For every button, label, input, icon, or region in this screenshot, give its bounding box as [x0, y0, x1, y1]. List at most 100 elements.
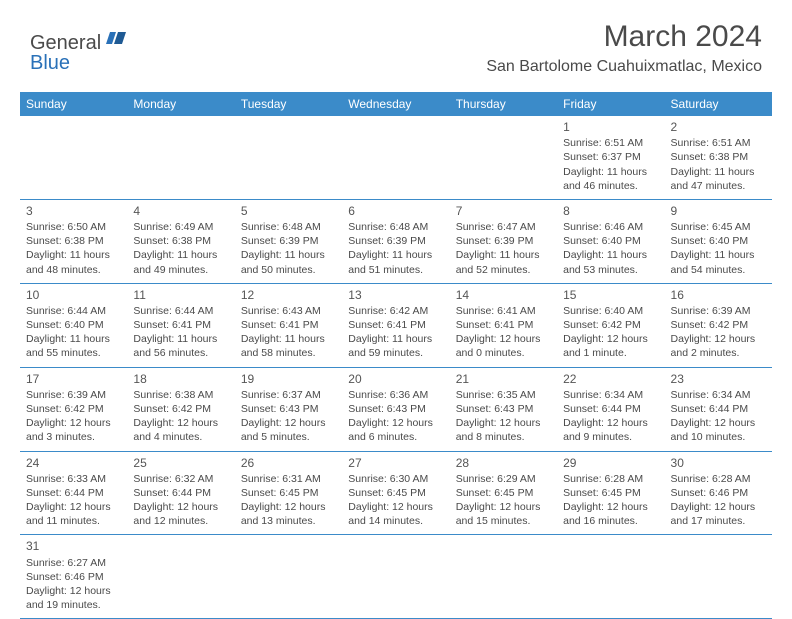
calendar-row: 1Sunrise: 6:51 AMSunset: 6:37 PMDaylight… — [20, 116, 772, 199]
daylight-text: Daylight: 11 hours and 54 minutes. — [671, 248, 766, 276]
month-title: March 2024 — [486, 20, 762, 54]
calendar-cell: 1Sunrise: 6:51 AMSunset: 6:37 PMDaylight… — [557, 116, 664, 199]
calendar-cell — [342, 116, 449, 199]
day-number: 25 — [133, 455, 228, 471]
sunset-text: Sunset: 6:37 PM — [563, 150, 658, 164]
calendar-cell: 30Sunrise: 6:28 AMSunset: 6:46 PMDayligh… — [665, 451, 772, 535]
calendar-cell: 29Sunrise: 6:28 AMSunset: 6:45 PMDayligh… — [557, 451, 664, 535]
daylight-text: Daylight: 12 hours and 16 minutes. — [563, 500, 658, 528]
calendar-cell: 26Sunrise: 6:31 AMSunset: 6:45 PMDayligh… — [235, 451, 342, 535]
sunset-text: Sunset: 6:42 PM — [563, 318, 658, 332]
sunrise-text: Sunrise: 6:44 AM — [133, 304, 228, 318]
day-number: 5 — [241, 203, 336, 219]
day-number: 2 — [671, 119, 766, 135]
daylight-text: Daylight: 12 hours and 1 minute. — [563, 332, 658, 360]
calendar-cell: 13Sunrise: 6:42 AMSunset: 6:41 PMDayligh… — [342, 283, 449, 367]
sunrise-text: Sunrise: 6:44 AM — [26, 304, 121, 318]
calendar-cell: 22Sunrise: 6:34 AMSunset: 6:44 PMDayligh… — [557, 367, 664, 451]
day-number: 21 — [456, 371, 551, 387]
calendar-cell: 18Sunrise: 6:38 AMSunset: 6:42 PMDayligh… — [127, 367, 234, 451]
daylight-text: Daylight: 12 hours and 12 minutes. — [133, 500, 228, 528]
flag-icon — [106, 30, 128, 51]
calendar-cell: 10Sunrise: 6:44 AMSunset: 6:40 PMDayligh… — [20, 283, 127, 367]
sunset-text: Sunset: 6:40 PM — [563, 234, 658, 248]
daylight-text: Daylight: 12 hours and 19 minutes. — [26, 584, 121, 612]
sunset-text: Sunset: 6:45 PM — [241, 486, 336, 500]
sunrise-text: Sunrise: 6:46 AM — [563, 220, 658, 234]
sunrise-text: Sunrise: 6:50 AM — [26, 220, 121, 234]
weekday-header: Sunday — [20, 92, 127, 116]
sunset-text: Sunset: 6:42 PM — [671, 318, 766, 332]
weekday-header: Friday — [557, 92, 664, 116]
calendar-cell — [235, 535, 342, 619]
weekday-header: Thursday — [450, 92, 557, 116]
daylight-text: Daylight: 12 hours and 14 minutes. — [348, 500, 443, 528]
sunrise-text: Sunrise: 6:29 AM — [456, 472, 551, 486]
day-number: 4 — [133, 203, 228, 219]
sunset-text: Sunset: 6:39 PM — [348, 234, 443, 248]
sunset-text: Sunset: 6:42 PM — [133, 402, 228, 416]
day-number: 22 — [563, 371, 658, 387]
sunset-text: Sunset: 6:43 PM — [241, 402, 336, 416]
calendar-cell: 3Sunrise: 6:50 AMSunset: 6:38 PMDaylight… — [20, 199, 127, 283]
day-number: 12 — [241, 287, 336, 303]
daylight-text: Daylight: 11 hours and 58 minutes. — [241, 332, 336, 360]
day-number: 11 — [133, 287, 228, 303]
daylight-text: Daylight: 11 hours and 55 minutes. — [26, 332, 121, 360]
day-number: 10 — [26, 287, 121, 303]
sunrise-text: Sunrise: 6:36 AM — [348, 388, 443, 402]
calendar-cell: 28Sunrise: 6:29 AMSunset: 6:45 PMDayligh… — [450, 451, 557, 535]
calendar-cell: 12Sunrise: 6:43 AMSunset: 6:41 PMDayligh… — [235, 283, 342, 367]
sunrise-text: Sunrise: 6:34 AM — [563, 388, 658, 402]
calendar-cell — [127, 116, 234, 199]
sunset-text: Sunset: 6:38 PM — [26, 234, 121, 248]
daylight-text: Daylight: 12 hours and 11 minutes. — [26, 500, 121, 528]
sunrise-text: Sunrise: 6:38 AM — [133, 388, 228, 402]
sunrise-text: Sunrise: 6:35 AM — [456, 388, 551, 402]
calendar-cell: 15Sunrise: 6:40 AMSunset: 6:42 PMDayligh… — [557, 283, 664, 367]
day-number: 9 — [671, 203, 766, 219]
sunrise-text: Sunrise: 6:39 AM — [671, 304, 766, 318]
day-number: 8 — [563, 203, 658, 219]
calendar-cell — [665, 535, 772, 619]
calendar-cell: 14Sunrise: 6:41 AMSunset: 6:41 PMDayligh… — [450, 283, 557, 367]
calendar-cell: 20Sunrise: 6:36 AMSunset: 6:43 PMDayligh… — [342, 367, 449, 451]
sunrise-text: Sunrise: 6:43 AM — [241, 304, 336, 318]
daylight-text: Daylight: 11 hours and 59 minutes. — [348, 332, 443, 360]
daylight-text: Daylight: 12 hours and 6 minutes. — [348, 416, 443, 444]
daylight-text: Daylight: 11 hours and 56 minutes. — [133, 332, 228, 360]
calendar-cell — [20, 116, 127, 199]
sunrise-text: Sunrise: 6:51 AM — [563, 136, 658, 150]
calendar-cell: 8Sunrise: 6:46 AMSunset: 6:40 PMDaylight… — [557, 199, 664, 283]
calendar-cell: 27Sunrise: 6:30 AMSunset: 6:45 PMDayligh… — [342, 451, 449, 535]
sunrise-text: Sunrise: 6:33 AM — [26, 472, 121, 486]
day-number: 23 — [671, 371, 766, 387]
day-number: 13 — [348, 287, 443, 303]
sunset-text: Sunset: 6:38 PM — [671, 150, 766, 164]
sunset-text: Sunset: 6:43 PM — [348, 402, 443, 416]
sunrise-text: Sunrise: 6:41 AM — [456, 304, 551, 318]
day-number: 26 — [241, 455, 336, 471]
weekday-header: Wednesday — [342, 92, 449, 116]
sunrise-text: Sunrise: 6:45 AM — [671, 220, 766, 234]
day-number: 30 — [671, 455, 766, 471]
calendar-cell: 5Sunrise: 6:48 AMSunset: 6:39 PMDaylight… — [235, 199, 342, 283]
calendar-row: 10Sunrise: 6:44 AMSunset: 6:40 PMDayligh… — [20, 283, 772, 367]
daylight-text: Daylight: 12 hours and 8 minutes. — [456, 416, 551, 444]
daylight-text: Daylight: 11 hours and 47 minutes. — [671, 165, 766, 193]
sunrise-text: Sunrise: 6:39 AM — [26, 388, 121, 402]
day-number: 15 — [563, 287, 658, 303]
day-number: 19 — [241, 371, 336, 387]
weekday-header: Tuesday — [235, 92, 342, 116]
sunset-text: Sunset: 6:41 PM — [133, 318, 228, 332]
calendar-cell — [235, 116, 342, 199]
day-number: 18 — [133, 371, 228, 387]
day-number: 7 — [456, 203, 551, 219]
daylight-text: Daylight: 11 hours and 53 minutes. — [563, 248, 658, 276]
sunset-text: Sunset: 6:45 PM — [456, 486, 551, 500]
sunset-text: Sunset: 6:43 PM — [456, 402, 551, 416]
daylight-text: Daylight: 12 hours and 17 minutes. — [671, 500, 766, 528]
sunset-text: Sunset: 6:44 PM — [26, 486, 121, 500]
sunset-text: Sunset: 6:45 PM — [348, 486, 443, 500]
sunset-text: Sunset: 6:44 PM — [671, 402, 766, 416]
